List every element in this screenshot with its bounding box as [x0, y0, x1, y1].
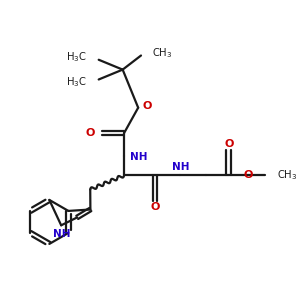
Text: NH: NH: [172, 163, 190, 172]
Text: O: O: [150, 202, 160, 212]
Text: O: O: [224, 139, 234, 149]
Text: H$_3$C: H$_3$C: [66, 75, 87, 88]
Text: CH$_3$: CH$_3$: [277, 169, 298, 182]
Text: O: O: [86, 128, 95, 138]
Text: NH: NH: [130, 152, 148, 162]
Text: O: O: [143, 101, 152, 111]
Text: NH: NH: [53, 229, 70, 239]
Text: H$_3$C: H$_3$C: [66, 51, 87, 64]
Text: O: O: [244, 170, 253, 180]
Text: CH$_3$: CH$_3$: [152, 46, 172, 60]
